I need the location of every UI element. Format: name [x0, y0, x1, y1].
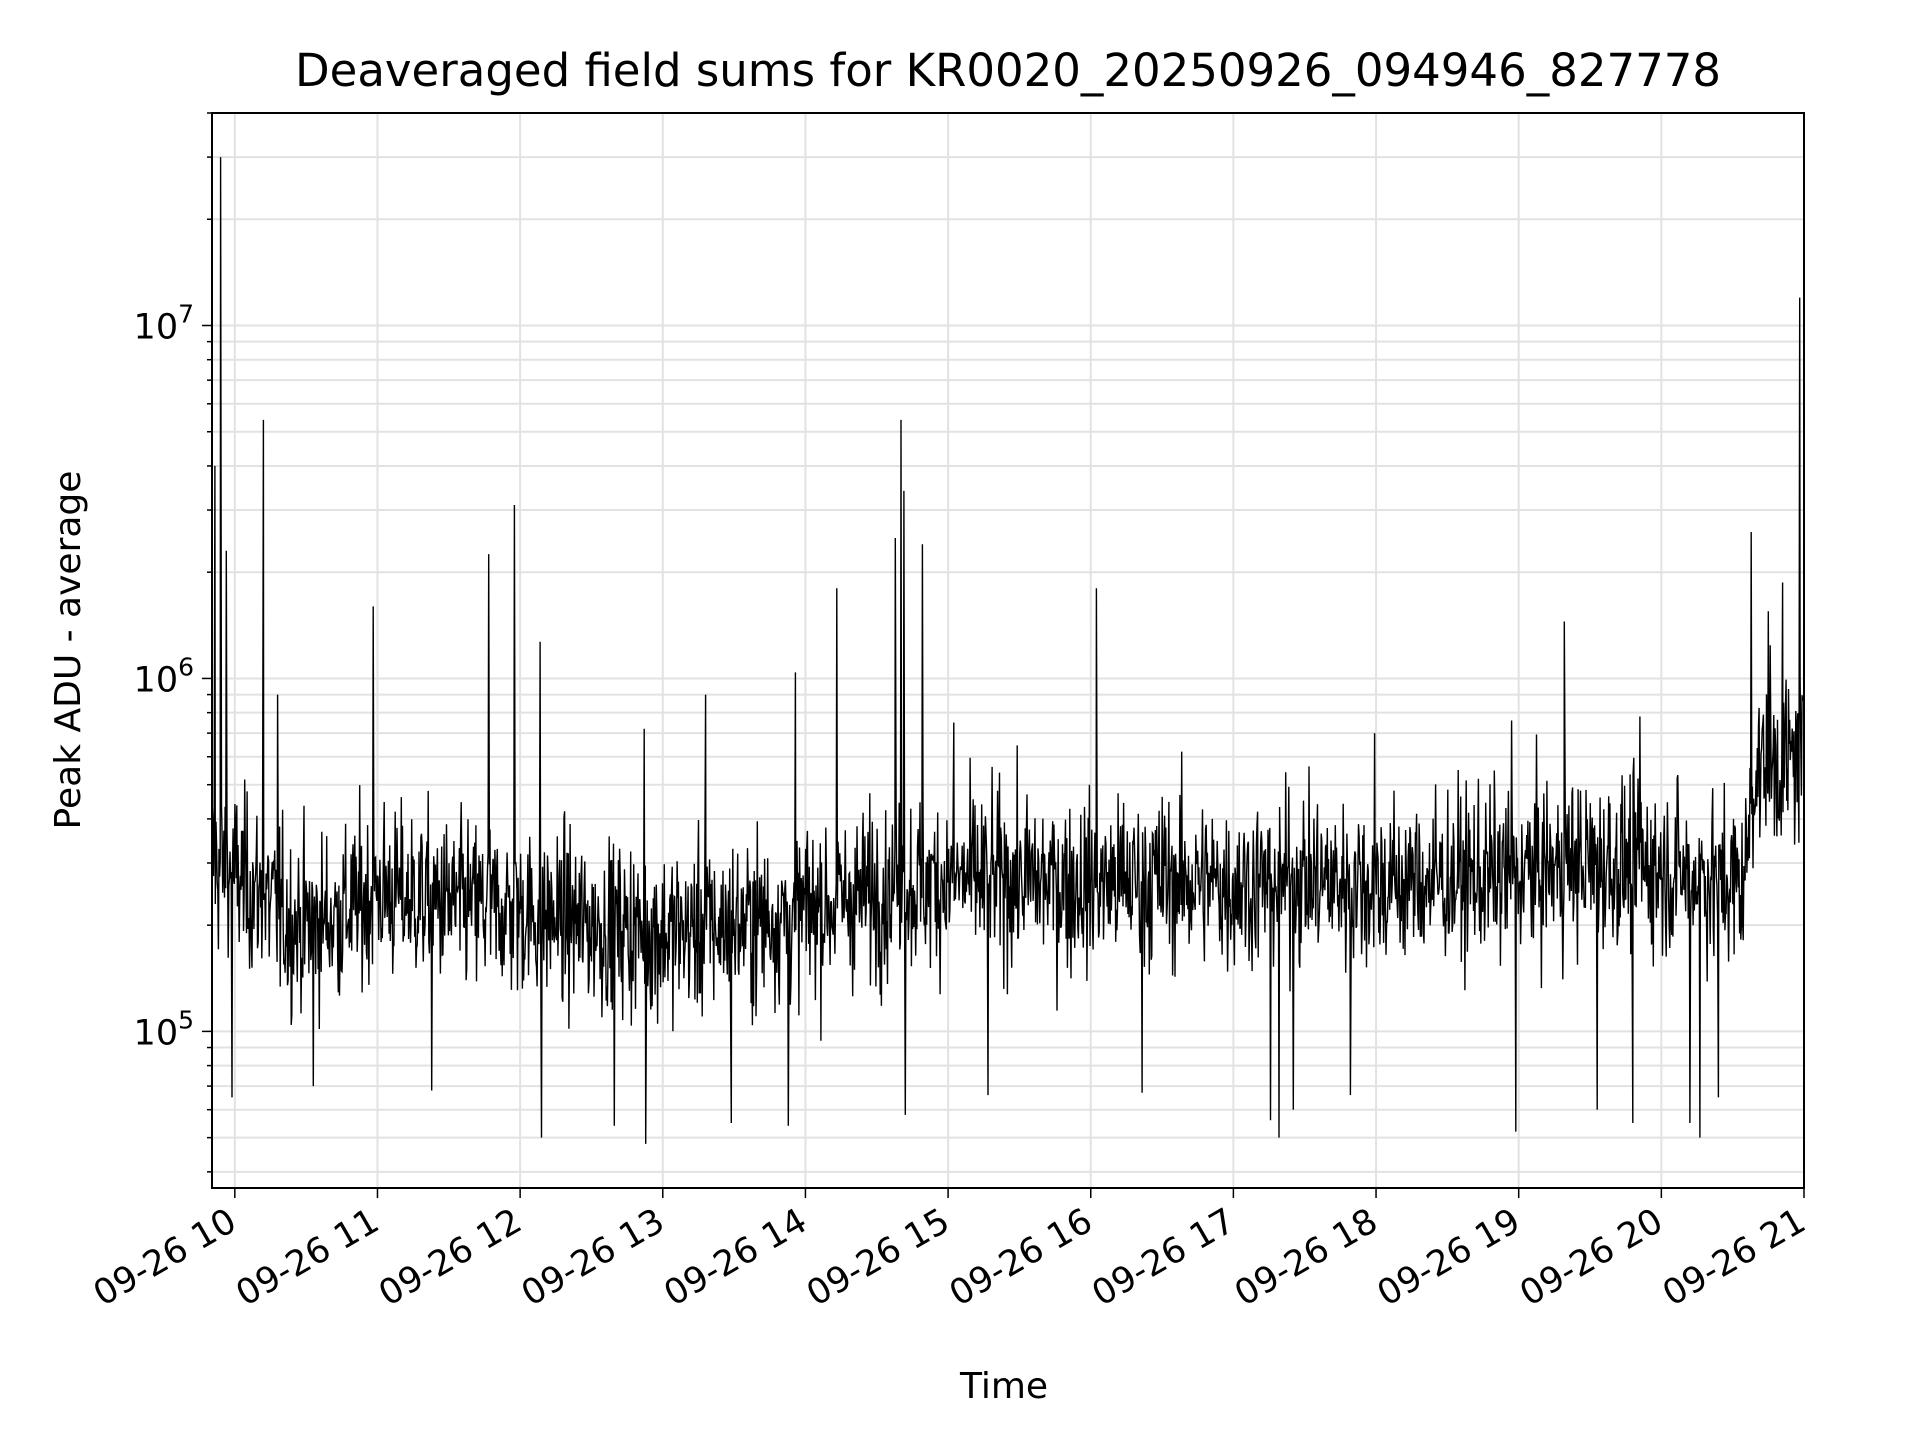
- y-tick-label: 107: [134, 299, 194, 347]
- series-line: [211, 157, 1804, 1144]
- y-tick-label: 105: [134, 1005, 194, 1053]
- x-axis-label: Time: [959, 1366, 1048, 1407]
- grid: [212, 112, 1805, 1188]
- plot-area: [211, 157, 1804, 1144]
- y-tick-label: 106: [134, 652, 194, 700]
- plot-frame: [211, 112, 1805, 1189]
- y-axis-label: Peak ADU - average: [48, 471, 89, 830]
- chart-title: Deaveraged field sums for KR0020_2025092…: [295, 44, 1721, 97]
